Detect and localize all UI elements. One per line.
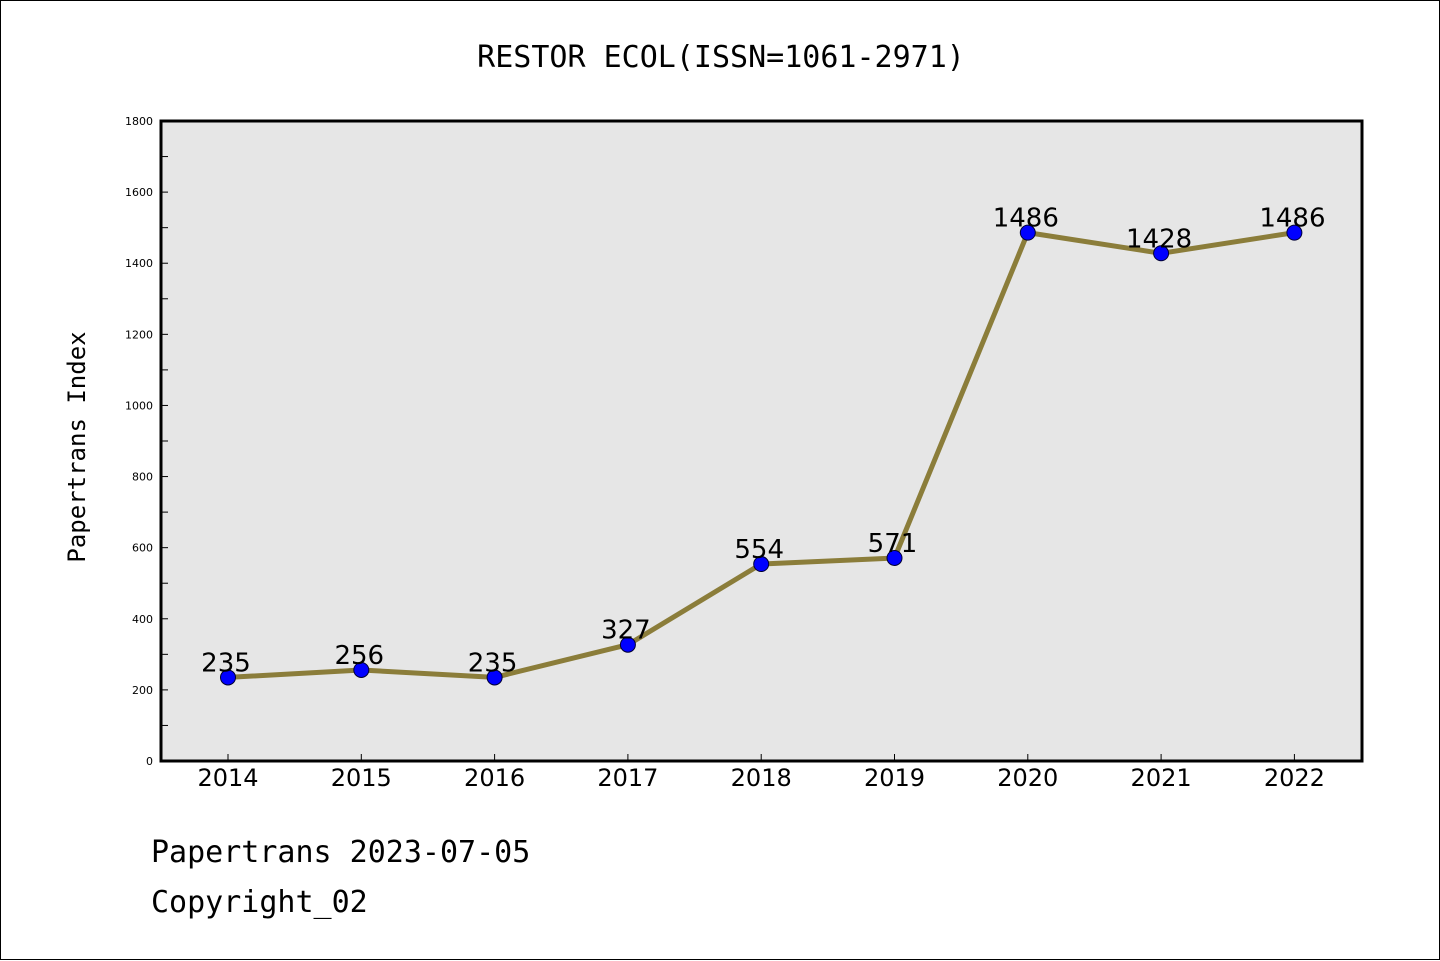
x-tick-label: 2018 bbox=[731, 764, 792, 792]
x-tick-label: 2017 bbox=[597, 764, 658, 792]
x-tick-label: 2014 bbox=[197, 764, 258, 792]
y-tick-label: 600 bbox=[132, 542, 153, 555]
y-tick-label: 200 bbox=[132, 684, 153, 697]
data-label: 256 bbox=[334, 641, 384, 671]
data-label: 1486 bbox=[993, 204, 1059, 234]
x-tick-label: 2015 bbox=[331, 764, 392, 792]
data-point-marker bbox=[220, 669, 236, 686]
y-axis-ticks: 0 200 400 600 800 1000 1200 1400 1600 1800 bbox=[125, 115, 168, 768]
data-label: 1486 bbox=[1259, 204, 1325, 234]
data-point-marker bbox=[353, 661, 370, 678]
chart-title: RESTOR ECOL(ISSN=1061-2971) bbox=[477, 40, 965, 75]
data-label-group: 235 256 235 327 554 571 1486 1428 1486 bbox=[201, 204, 1325, 679]
x-tick-label: 2021 bbox=[1131, 764, 1192, 792]
x-tick-label: 2016 bbox=[464, 764, 525, 792]
x-tick-label: 2022 bbox=[1264, 764, 1325, 792]
y-tick-label: 800 bbox=[132, 471, 153, 484]
y-tick-label: 0 bbox=[146, 755, 153, 768]
y-tick-label: 1800 bbox=[125, 115, 153, 128]
data-point-marker bbox=[1019, 224, 1036, 241]
x-tick-label: 2020 bbox=[997, 764, 1058, 792]
data-point-marker bbox=[619, 636, 636, 653]
y-axis-label: Papertrans Index bbox=[63, 331, 91, 562]
data-point-marker bbox=[753, 556, 770, 573]
data-label: 571 bbox=[868, 529, 918, 559]
footer-date: Papertrans 2023-07-05 bbox=[151, 835, 531, 870]
y-tick-label: 1400 bbox=[125, 257, 153, 270]
data-label: 327 bbox=[601, 616, 651, 646]
plot-area bbox=[159, 119, 1364, 763]
data-label: 235 bbox=[468, 648, 518, 678]
data-point-marker bbox=[1153, 245, 1170, 262]
data-label: 235 bbox=[201, 648, 251, 678]
x-axis-ticks: 2014 2015 2016 2017 2018 2019 2020 2021 2022 bbox=[197, 754, 1325, 792]
y-tick-label: 1200 bbox=[125, 328, 153, 341]
data-label: 1428 bbox=[1126, 224, 1192, 254]
data-point-marker bbox=[1286, 224, 1303, 241]
y-tick-label: 400 bbox=[132, 613, 153, 626]
footer-copyright: Copyright_02 bbox=[151, 885, 368, 920]
y-tick-label: 1600 bbox=[125, 186, 153, 199]
data-point-marker bbox=[886, 549, 903, 566]
y-tick-label: 1000 bbox=[125, 399, 153, 412]
marker-group bbox=[220, 224, 1303, 686]
x-tick-label: 2019 bbox=[864, 764, 925, 792]
data-label: 554 bbox=[734, 535, 784, 565]
data-point-marker bbox=[486, 669, 503, 686]
